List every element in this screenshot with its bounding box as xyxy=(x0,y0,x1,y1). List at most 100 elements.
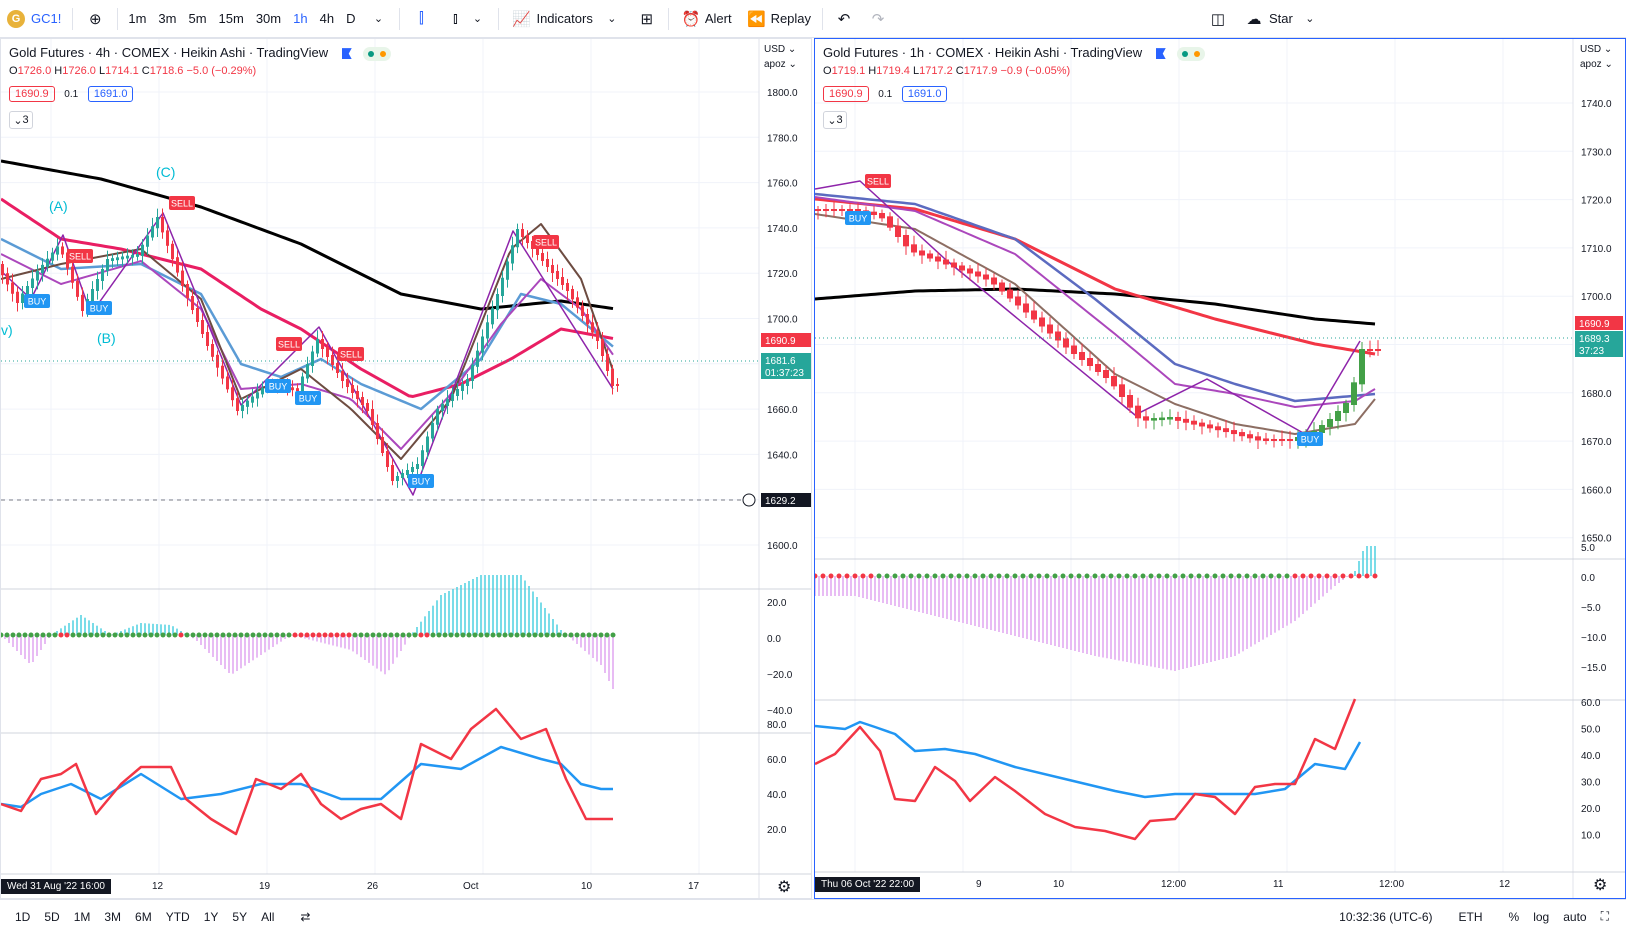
time-axis-left[interactable]: Wed 31 Aug '22 16:00 12 19 26 Oct 10 17 xyxy=(1,875,759,898)
sell-price-button[interactable]: 1690.9 xyxy=(823,86,869,102)
zero-line-dot xyxy=(900,573,906,579)
range-3m[interactable]: 3M xyxy=(104,909,122,924)
zero-line-dot xyxy=(490,632,496,638)
indicators-button[interactable]: 📈 Indicators ⌄ xyxy=(503,0,629,38)
clock-label[interactable]: 10:32:36 (UTC-6) xyxy=(1339,909,1433,924)
layout-button[interactable]: ◫ xyxy=(1200,0,1236,38)
undo-button[interactable]: ↶ xyxy=(827,0,861,38)
time-axis-right[interactable]: Thu 06 Oct '22 22:00 9 10 12:00 11 12:00… xyxy=(815,873,1573,897)
candle-body xyxy=(815,209,821,211)
rsi-axis-tick: 40.0 xyxy=(767,790,787,801)
candle-body xyxy=(1319,425,1325,433)
candle-body xyxy=(446,399,449,406)
buy-price-button[interactable]: 1691.0 xyxy=(87,86,134,102)
zero-line-dot xyxy=(34,632,40,638)
timeframe-1m[interactable]: 1m xyxy=(128,11,147,26)
templates-button[interactable]: ⊞ xyxy=(630,0,664,38)
bar-style-candles-button[interactable]: ⫿ xyxy=(404,0,438,38)
candle-body xyxy=(1367,349,1373,351)
indicators-toggle[interactable]: ⌄ 3 xyxy=(9,111,33,129)
timeframe-d[interactable]: D xyxy=(346,11,356,26)
candle-body xyxy=(556,271,559,279)
range-1m[interactable]: 1M xyxy=(73,909,91,924)
settings-gear-icon[interactable]: ⚙ xyxy=(777,879,792,896)
zero-line-dot xyxy=(70,632,76,638)
sell-price-button[interactable]: 1690.9 xyxy=(9,86,55,102)
signal-badge xyxy=(276,337,302,351)
range-5d[interactable]: 5D xyxy=(44,909,60,924)
flag-icon[interactable] xyxy=(1155,48,1166,60)
timeframe-3m[interactable]: 3m xyxy=(158,11,177,26)
time-tick: 17 xyxy=(688,881,700,892)
range-1y[interactable]: 1Y xyxy=(203,909,219,924)
log-scale-button[interactable]: log xyxy=(1533,909,1550,924)
range-all[interactable]: All xyxy=(261,909,275,924)
replay-button[interactable]: ⏪ Replay xyxy=(739,0,818,38)
signal-text: SELL xyxy=(340,350,362,360)
indicators-toggle[interactable]: ⌄ 3 xyxy=(823,111,847,129)
timeframe-1h[interactable]: 1h xyxy=(293,11,308,26)
quote-boxes: 1690.9 0.1 1691.0 xyxy=(823,85,953,102)
timeframe-5m[interactable]: 5m xyxy=(188,11,207,26)
signal-badge xyxy=(408,474,434,488)
time-tick: 10 xyxy=(581,881,593,892)
timeframe-30m[interactable]: 30m xyxy=(255,11,282,26)
osc-axis-tick: −10.0 xyxy=(1581,633,1607,644)
currency-label[interactable]: USD ⌄ xyxy=(1580,44,1613,55)
settings-gear-icon[interactable]: ⚙ xyxy=(1593,877,1608,894)
range-ytd[interactable]: YTD xyxy=(165,909,190,924)
zero-line-dot xyxy=(514,632,520,638)
zero-line-dot xyxy=(364,632,370,638)
range-5y[interactable]: 5Y xyxy=(232,909,248,924)
timeframe-dropdown[interactable]: ⌄ xyxy=(361,0,395,38)
chart-pane-left[interactable]: 1800.01780.01760.01740.01720.01700.01680… xyxy=(0,38,812,899)
zero-line-dot xyxy=(304,632,310,638)
range-1d[interactable]: 1D xyxy=(15,909,31,924)
candle-body xyxy=(166,230,169,246)
price-axis-tick: 1660.0 xyxy=(767,405,798,416)
alert-button[interactable]: ⏰ Alert xyxy=(673,0,739,38)
auto-scale-button[interactable]: auto xyxy=(1563,909,1587,924)
timeframe-4h[interactable]: 4h xyxy=(319,11,335,26)
zero-line-dot xyxy=(1324,573,1330,579)
buy-price-button[interactable]: 1691.0 xyxy=(901,86,948,102)
indicators-collapse-button[interactable]: ⌄ 3 xyxy=(823,111,847,129)
fullscreen-icon[interactable]: ⛶ xyxy=(1600,909,1609,923)
redo-button[interactable]: ↷ xyxy=(861,0,895,38)
chart-pane-right[interactable]: 1740.01730.01720.01710.01700.01690.01680… xyxy=(814,38,1626,899)
layout-name-button[interactable]: ☁ Star ⌄ xyxy=(1236,0,1328,38)
goto-date-icon[interactable]: ⇄ xyxy=(300,909,311,924)
compare-button[interactable]: ⊕ xyxy=(77,0,113,38)
timeframe-15m[interactable]: 15m xyxy=(218,11,244,26)
zero-line-dot xyxy=(1236,573,1242,579)
bar-style-dropdown[interactable]: ⫾ ⌄ xyxy=(438,0,494,38)
scale-mode-label[interactable]: apoz ⌄ xyxy=(764,59,797,70)
flag-icon[interactable] xyxy=(341,48,352,60)
change-value: −0.9 (−0.05%) xyxy=(1000,65,1071,77)
chart-canvas-left[interactable]: 1800.01780.01760.01740.01720.01700.01680… xyxy=(1,39,812,899)
zero-line-dot xyxy=(592,632,598,638)
zero-line-dot xyxy=(1260,573,1266,579)
range-6m[interactable]: 6M xyxy=(135,909,152,924)
symbol-search-button[interactable]: G GC1! xyxy=(0,0,68,38)
zero-line-dot xyxy=(1084,573,1090,579)
session-button[interactable]: ETH xyxy=(1458,909,1483,924)
chart-canvas-right[interactable]: 1740.01730.01720.01710.01700.01690.01680… xyxy=(815,39,1625,898)
zero-line-dot xyxy=(1284,573,1290,579)
currency-label[interactable]: USD ⌄ xyxy=(764,44,797,55)
candle-body xyxy=(1239,432,1245,437)
zero-line-dot xyxy=(1348,573,1354,579)
candle-body xyxy=(476,350,479,367)
candle-body xyxy=(1279,439,1285,441)
wave-label: (B) xyxy=(97,330,116,346)
time-tick: 12:00 xyxy=(1161,879,1187,890)
percent-scale-button[interactable]: % xyxy=(1508,909,1520,924)
candle-body xyxy=(566,283,569,291)
candle-body xyxy=(1007,289,1013,299)
scale-mode-label[interactable]: apoz ⌄ xyxy=(1580,59,1613,70)
candle-body xyxy=(606,354,609,371)
indicators-collapse-button[interactable]: ⌄ 3 xyxy=(9,111,33,129)
candle-body xyxy=(116,257,119,261)
rsi-signal-line xyxy=(1,745,613,809)
